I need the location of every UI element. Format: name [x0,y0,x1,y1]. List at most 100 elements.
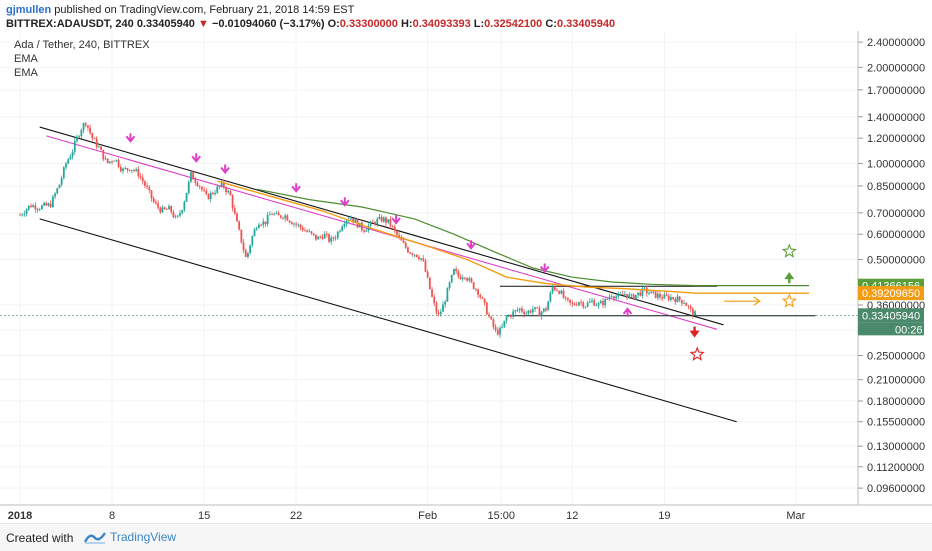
candle-body [233,208,236,214]
candle-body [314,234,317,240]
annotation-marks [125,133,797,361]
candle-body [659,293,661,298]
candle-body [540,311,543,317]
candle-body [108,161,111,163]
tradingview-brand-link[interactable]: TradingView [110,530,177,544]
price-tick-label: 0.13000000 [867,441,925,453]
candle-body [689,306,692,309]
sell-signal-arrow [391,214,401,225]
candle-body [124,168,127,169]
candle-body [602,301,604,306]
time-tick-label: 19 [658,510,670,522]
candle-body [275,212,278,214]
candle-body [560,290,563,294]
candle-body [358,222,361,228]
candle-body [450,274,453,283]
candle-body [538,308,541,317]
candle-body [82,123,85,130]
candle-body [466,278,468,281]
drawn-trendlines [39,126,816,423]
candle-body [330,237,333,242]
candle-body [27,205,30,210]
candle-body [455,268,458,272]
candle-body [637,292,639,296]
open-value: 0.33300000 [339,18,398,30]
candle-body [122,168,124,172]
candle-body [407,247,409,253]
candle-body [205,190,208,195]
candle-body [187,181,190,193]
candle-body [273,213,276,215]
candle-body [433,296,436,304]
candle-body [431,289,433,297]
candle-body [461,277,464,280]
time-axis[interactable]: 2018 8 15 22 Feb 15:00 12 19 Mar [8,510,806,522]
candle-body [393,226,396,231]
candle-body [591,300,593,302]
candle-body [271,214,273,216]
candle-body [499,327,501,335]
candle-body [674,299,677,303]
price-badge-label: 0.39209650 [862,288,920,300]
candle-body [624,294,626,296]
candle-body [584,306,587,308]
countdown-badge [858,322,924,336]
candle-body [65,163,67,168]
chart-legend: Ada / Tether, 240, BITTREX EMA EMA [14,39,150,79]
legend-ema-1[interactable]: EMA [14,53,39,65]
price-tick-label: 0.60000000 [867,229,925,241]
candle-body [198,186,201,187]
candle-body [446,288,449,302]
candle-body [632,294,635,300]
candle-body [34,205,37,210]
legend-ema-2[interactable]: EMA [14,67,39,79]
candle-body [325,233,328,235]
candle-body [661,297,664,299]
candle-body [586,302,589,307]
candle-body [648,293,650,295]
candle-body [299,224,302,228]
candle-body [190,172,192,182]
candle-body [148,187,151,191]
candle-body [220,181,223,187]
candle-body [146,185,149,188]
candle-body [470,278,473,283]
candle-body [385,217,387,223]
time-tick-label: 8 [109,510,115,522]
price-tick-label: 1.00000000 [867,158,925,170]
author-name[interactable]: gjmullen [6,4,52,16]
candle-body [656,293,659,298]
price-axis[interactable]: 2.40000000 2.00000000 1.70000000 1.40000000… [858,37,925,495]
target-arrow-down [689,330,700,338]
candle-body [564,297,567,299]
candle-body [323,233,326,239]
sell-signal-arrow [125,133,136,143]
candle-body [534,307,536,310]
candle-body [93,138,96,140]
candle-body [113,160,116,162]
candle-body [634,295,637,300]
candle-body [181,210,184,214]
candle-body [439,311,442,315]
candle-body [453,268,455,275]
candle-body [84,123,87,126]
candle-body [106,158,109,163]
price-tick-label: 1.70000000 [867,85,925,97]
candle-body [413,254,416,256]
candle-body [47,203,50,206]
candle-body [62,167,65,178]
price-chart[interactable]: 2.40000000 2.00000000 1.70000000 1.40000000… [0,31,932,523]
candle-body [174,216,177,218]
candle-body [350,218,352,220]
low-value: 0.32542100 [484,18,543,30]
candle-body [680,300,683,304]
candle-body [152,198,155,203]
candle-body [464,277,466,279]
candle-body [562,290,565,298]
symbol-label: BITTREX:ADAUSDT, 240 [6,18,134,30]
candle-body [321,236,324,239]
price-tick-label: 0.15500000 [867,417,925,429]
candle-body [597,303,600,306]
candle-body [485,302,488,315]
candle-body [442,304,444,312]
